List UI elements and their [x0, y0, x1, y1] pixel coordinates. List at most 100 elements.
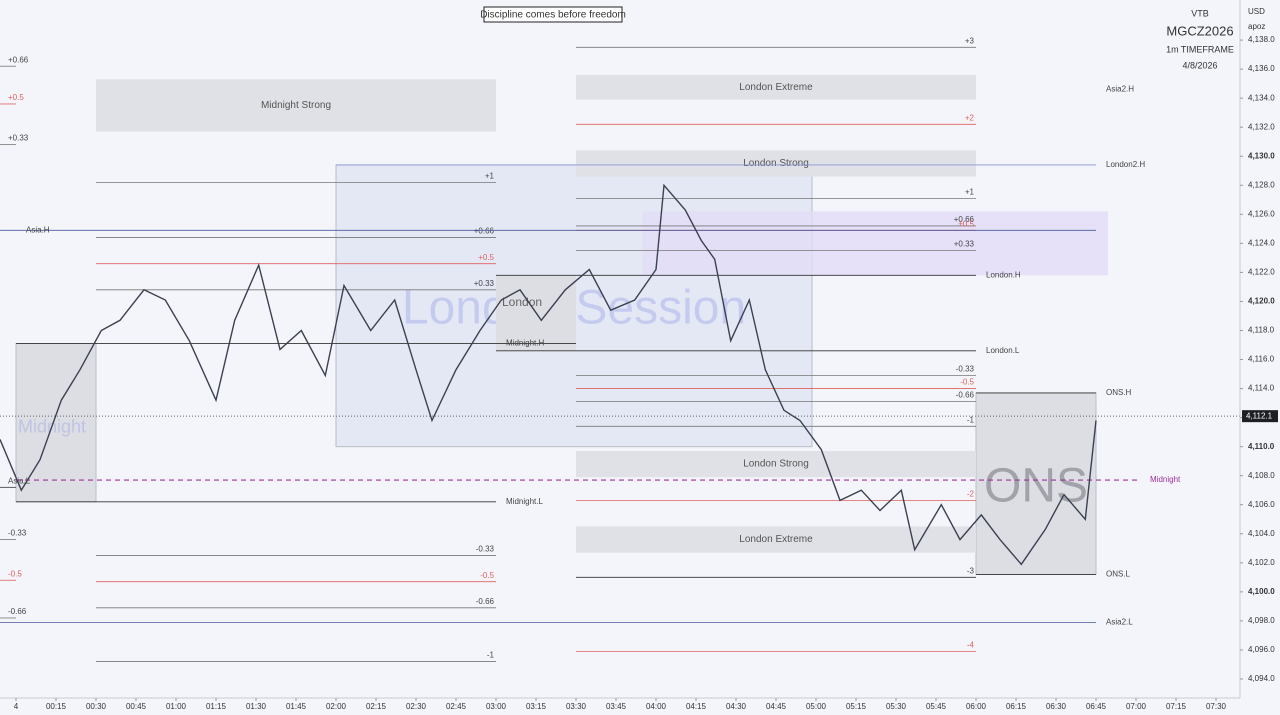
y-tick-label: 4,124.0: [1248, 238, 1275, 247]
y-tick-label: 4,096.0: [1248, 645, 1275, 654]
y-tick-label: 4,134.0: [1248, 93, 1275, 102]
x-tick-label: 02:15: [366, 702, 387, 711]
level-label: -0.66: [476, 597, 495, 606]
level-label: +0.5: [958, 219, 974, 228]
level-label: -0.33: [8, 529, 27, 538]
zone-label: London Strong: [743, 459, 809, 470]
y-tick-label: 4,122.0: [1248, 268, 1275, 277]
x-tick-label: 04:00: [646, 702, 667, 711]
x-tick-label: 01:30: [246, 702, 267, 711]
x-tick-label: 05:30: [886, 702, 907, 711]
level-label: Asia2.H: [1106, 85, 1134, 94]
x-tick-label: 04:45: [766, 702, 787, 711]
user[interactable]: apoz: [1248, 22, 1265, 31]
x-tick-label: 02:00: [326, 702, 347, 711]
price-axis: [1240, 0, 1280, 715]
level-label: +0.66: [8, 55, 29, 64]
level-label: -2: [967, 489, 975, 498]
x-tick-label: 06:45: [1086, 702, 1107, 711]
y-tick-label: 4,118.0: [1248, 326, 1275, 335]
zone: [96, 79, 496, 132]
x-tick-label: 4: [14, 702, 19, 711]
level-label: -1: [967, 415, 975, 424]
level-label: +0.33: [474, 279, 495, 288]
y-tick-label: 4,126.0: [1248, 209, 1275, 218]
x-tick-label: 00:30: [86, 702, 107, 711]
level-label: -0.33: [956, 365, 975, 374]
x-tick-label: 07:00: [1126, 702, 1147, 711]
zone: [576, 74, 976, 100]
level-label: Midnight: [1150, 475, 1181, 484]
level-label: +0.33: [954, 240, 975, 249]
y-tick-label: 4,110.0: [1248, 442, 1275, 451]
symbol: MGCZ2026: [1166, 23, 1233, 38]
y-tick-label: 4,104.0: [1248, 529, 1275, 538]
zone: [642, 211, 1108, 276]
zone: [576, 451, 976, 478]
x-tick-label: 01:15: [206, 702, 227, 711]
level-label: +0.66: [474, 227, 495, 236]
y-tick-label: 4,108.0: [1248, 471, 1275, 480]
level-label: Asia.H: [26, 225, 50, 234]
x-tick-label: 05:45: [926, 702, 947, 711]
y-tick-label: 4,106.0: [1248, 500, 1275, 509]
level-label: Asia.L: [8, 476, 31, 485]
zone-label: London Extreme: [739, 534, 813, 545]
x-tick-label: 03:15: [526, 702, 547, 711]
x-tick-label: 03:45: [606, 702, 627, 711]
level-label: +1: [485, 171, 495, 180]
zone: [975, 392, 1097, 575]
x-tick-label: 06:30: [1046, 702, 1067, 711]
current-price-tag: [1242, 410, 1278, 423]
y-tick-label: 4,130.0: [1248, 151, 1275, 160]
zone-watermark: ONS: [984, 459, 1088, 512]
level-label: -4: [967, 640, 975, 649]
x-tick-label: 06:15: [1006, 702, 1027, 711]
x-tick-label: 05:00: [806, 702, 827, 711]
current-price-label: 4,112.1: [1246, 411, 1273, 420]
level-label: London2.H: [1106, 160, 1145, 169]
level-label: +0.5: [8, 93, 24, 102]
x-tick-label: 00:15: [46, 702, 67, 711]
x-tick-label: 04:15: [686, 702, 707, 711]
zone-label: London Strong: [743, 158, 809, 169]
currency[interactable]: USD: [1248, 7, 1265, 16]
level-label: Midnight.L: [506, 497, 543, 506]
x-tick-label: 07:15: [1166, 702, 1187, 711]
level-label: -0.66: [8, 607, 27, 616]
x-tick-label: 07:30: [1206, 702, 1227, 711]
level-label: +1: [965, 187, 975, 196]
level-label: ONS.L: [1106, 570, 1131, 579]
level-label: -0.66: [956, 391, 975, 400]
level-label: -0.5: [8, 569, 22, 578]
level-label: -3: [967, 566, 975, 575]
zone: [576, 526, 976, 553]
zone-label: Midnight Strong: [261, 100, 331, 111]
x-tick-label: 01:45: [286, 702, 307, 711]
level-label: +2: [965, 113, 975, 122]
title-box: [483, 6, 623, 23]
y-tick-label: 4,128.0: [1248, 180, 1275, 189]
zone: [576, 150, 976, 177]
y-tick-label: 4,138.0: [1248, 35, 1275, 44]
level-label: +3: [965, 36, 975, 45]
level-label: London.L: [986, 346, 1020, 355]
y-tick-label: 4,132.0: [1248, 122, 1275, 131]
x-tick-label: 00:45: [126, 702, 147, 711]
x-tick-label: 05:15: [846, 702, 867, 711]
level-label: ONS.H: [1106, 388, 1132, 397]
level-label: -0.5: [960, 378, 974, 387]
y-tick-label: 4,136.0: [1248, 64, 1275, 73]
level-label: +0.33: [8, 134, 29, 143]
zone-label: London: [502, 295, 542, 309]
y-tick-label: 4,116.0: [1248, 355, 1275, 364]
x-tick-label: 03:00: [486, 702, 507, 711]
level-label: -0.5: [480, 571, 494, 580]
level-label: +0.5: [478, 253, 494, 262]
level-label: -0.33: [476, 545, 495, 554]
y-tick-label: 4,114.0: [1248, 384, 1275, 393]
y-tick-label: 4,102.0: [1248, 558, 1275, 567]
x-tick-label: 04:30: [726, 702, 747, 711]
plot: London SessionMidnightONSLondonMidnight …: [0, 36, 1240, 662]
